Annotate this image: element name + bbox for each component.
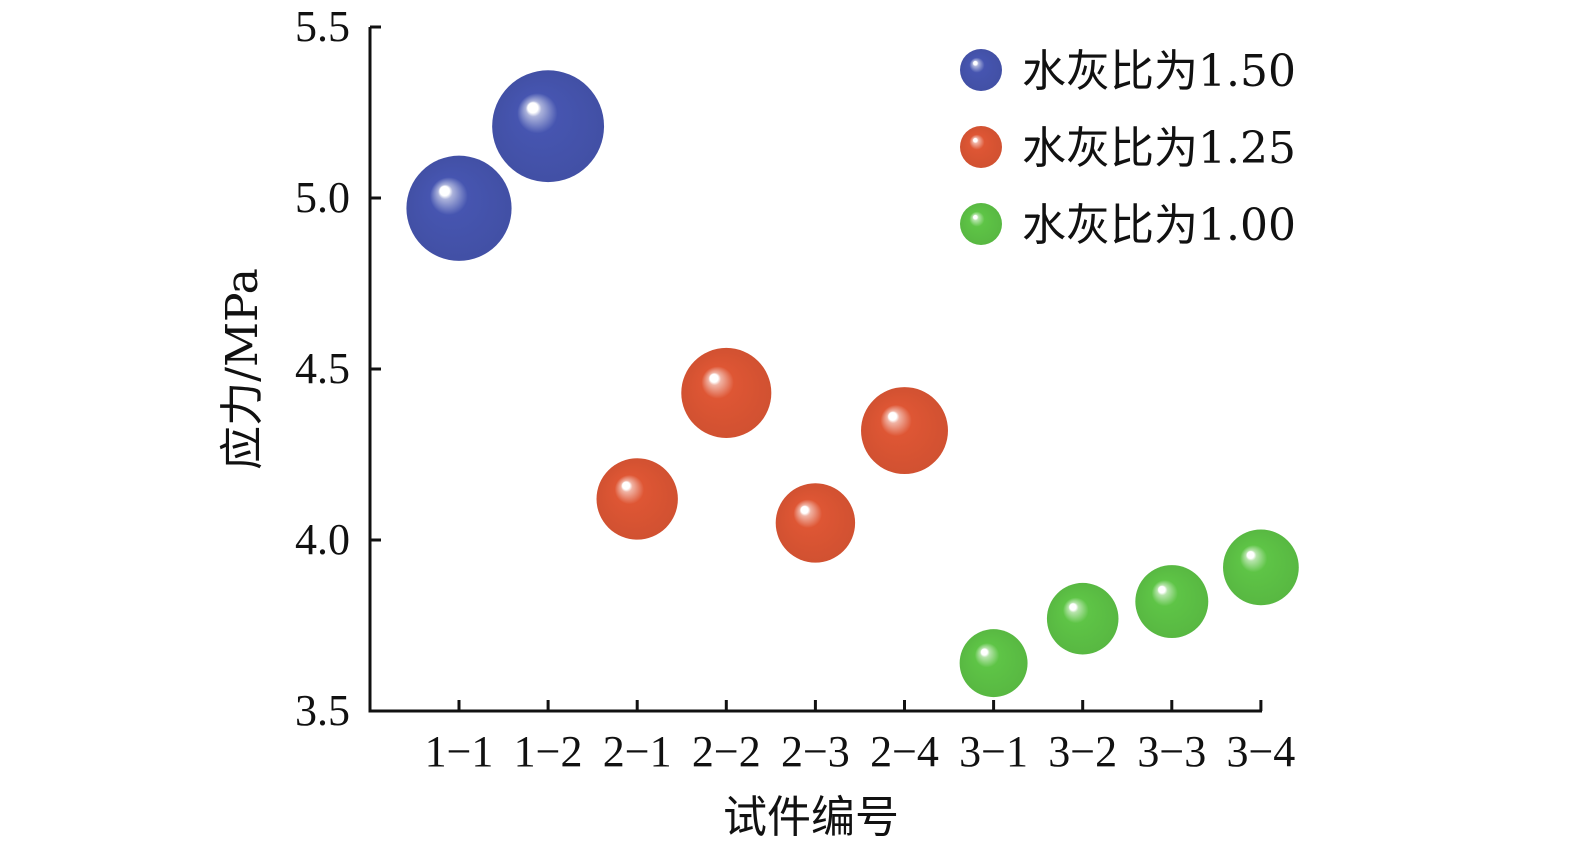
x-tick-label: 3−2 — [1048, 727, 1117, 776]
data-point — [406, 155, 512, 261]
legend-marker — [960, 203, 1002, 245]
axes: 3.5 4.0 4.5 5.0 5.5 1−1 1−2 2−1 2−2 2−3 2−4 3−1 3−2 3… — [295, 2, 1295, 776]
y-tick-label: 3.5 — [295, 686, 350, 735]
legend-label: 水灰比为1.25 — [1022, 123, 1296, 174]
y-tick-label: 4.5 — [295, 344, 350, 393]
x-tick-label: 1−2 — [514, 727, 583, 776]
legend-label: 水灰比为1.00 — [1022, 200, 1296, 251]
data-point — [1135, 565, 1209, 639]
data-point — [1046, 582, 1119, 655]
x-tick-label: 3−4 — [1226, 727, 1295, 776]
x-tick-label: 2−3 — [781, 727, 850, 776]
data-point — [775, 483, 856, 563]
y-tick-label: 5.5 — [295, 2, 350, 51]
data-point — [959, 629, 1028, 698]
x-tick-label: 3−3 — [1137, 727, 1206, 776]
x-axis-title: 试件编号 — [723, 792, 899, 843]
legend-label: 水灰比为1.50 — [1022, 46, 1296, 97]
y-tick-label: 4.0 — [295, 515, 350, 564]
data-point — [596, 458, 678, 540]
data-point — [1223, 529, 1299, 606]
legend: 水灰比为1.50 水灰比为1.25 水灰比为1.00 — [960, 46, 1296, 251]
y-tick-label: 5.0 — [295, 173, 350, 222]
x-tick-label: 1−1 — [425, 727, 494, 776]
legend-marker — [960, 126, 1002, 168]
x-tick-label: 2−2 — [692, 727, 761, 776]
data-point — [681, 347, 772, 438]
x-tick-label: 3−1 — [959, 727, 1028, 776]
data-point — [861, 387, 948, 475]
x-tick-label: 2−1 — [603, 727, 672, 776]
y-axis-title: 应力/MPa — [217, 268, 268, 470]
legend-marker — [960, 49, 1002, 91]
data-points — [406, 70, 1299, 698]
x-tick-label: 2−4 — [870, 727, 939, 776]
data-point — [492, 70, 605, 183]
